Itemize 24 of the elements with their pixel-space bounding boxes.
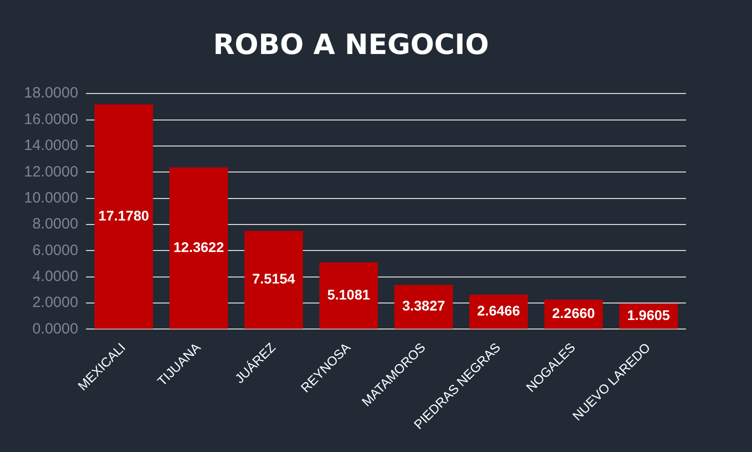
data-label: 2.6466 — [477, 302, 520, 319]
y-tick-label: 12.0000 — [24, 163, 78, 180]
data-label: 7.5154 — [252, 270, 296, 287]
data-label: 17.1780 — [98, 207, 150, 224]
y-tick-label: 14.0000 — [24, 137, 78, 154]
bar — [169, 167, 228, 329]
data-label: 3.3827 — [402, 298, 446, 314]
y-tick-label: 8.0000 — [32, 216, 78, 233]
data-label: 1.9605 — [627, 307, 670, 324]
bar — [94, 104, 153, 329]
data-label: 2.2660 — [552, 305, 596, 322]
bar — [319, 262, 378, 329]
y-tick-label: 0.0000 — [32, 320, 78, 338]
bar — [394, 284, 453, 329]
y-tick-label: 10.0000 — [24, 189, 78, 206]
y-tick-label: 18.0000 — [24, 84, 78, 102]
y-tick-label: 4.0000 — [32, 268, 78, 286]
y-tick-label: 2.0000 — [32, 294, 78, 312]
y-tick-label: 16.0000 — [24, 110, 78, 128]
data-label: 5.1081 — [327, 286, 370, 302]
bar — [244, 230, 303, 329]
y-tick-label: 6.0000 — [32, 242, 78, 259]
data-label: 12.3622 — [173, 238, 224, 255]
chart-title: ROBO A NEGOCIO — [213, 28, 489, 62]
